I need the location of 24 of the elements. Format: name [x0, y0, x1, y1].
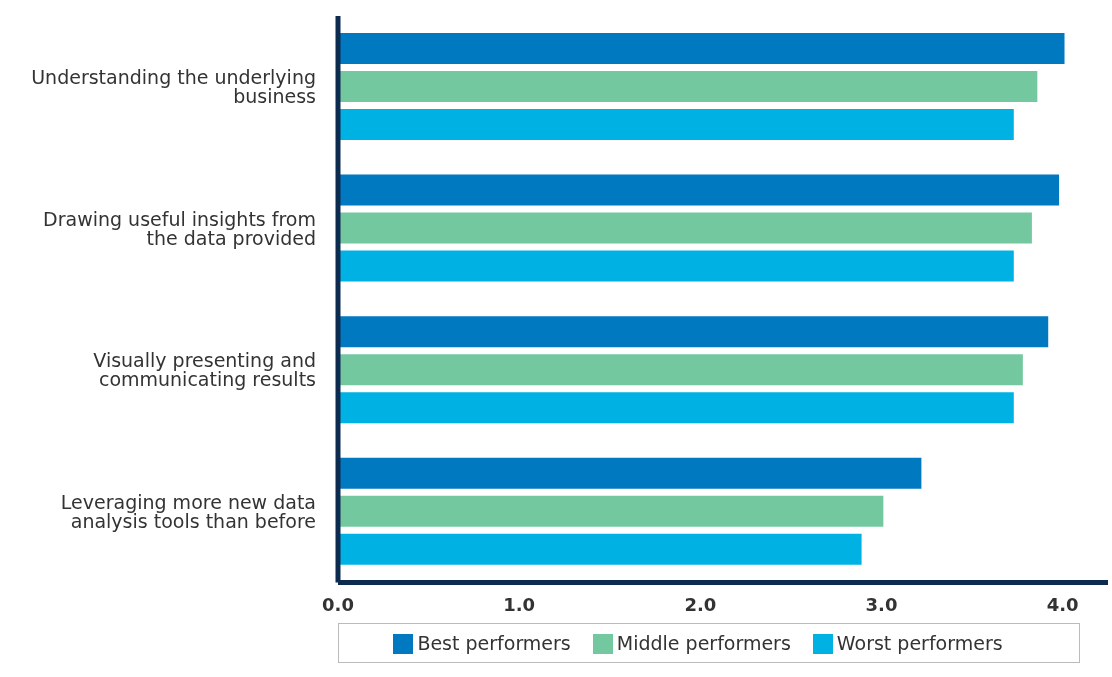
y-tick-label: Leveraging more new data analysis tools than before	[60, 490, 316, 532]
x-tick-label: 0.0	[322, 594, 354, 616]
x-tick-label: 4.0	[1046, 594, 1079, 616]
x-tick-label: 1.0	[503, 594, 536, 616]
legend-label: Best performers	[417, 631, 571, 654]
bar	[338, 354, 1023, 386]
legend-label: Worst performers	[836, 631, 1003, 654]
bar	[338, 533, 862, 565]
bar	[338, 212, 1032, 244]
bar	[338, 250, 1014, 282]
bar	[338, 174, 1060, 206]
y-tick-label: Visually presenting and communicating results	[93, 349, 316, 391]
bar	[338, 316, 1049, 348]
x-tick-label: 3.0	[865, 594, 898, 616]
x-tick-label: 2.0	[684, 594, 717, 616]
bar	[338, 109, 1014, 140]
bar	[338, 392, 1014, 424]
y-tick-label: Understanding the underlying business	[31, 66, 316, 108]
bar	[338, 33, 1065, 64]
bar	[338, 495, 884, 527]
legend-label: Middle performers	[616, 631, 791, 654]
y-tick-label: Drawing useful insights from the data provided	[43, 207, 316, 249]
bar	[338, 457, 922, 489]
bar	[338, 71, 1038, 102]
